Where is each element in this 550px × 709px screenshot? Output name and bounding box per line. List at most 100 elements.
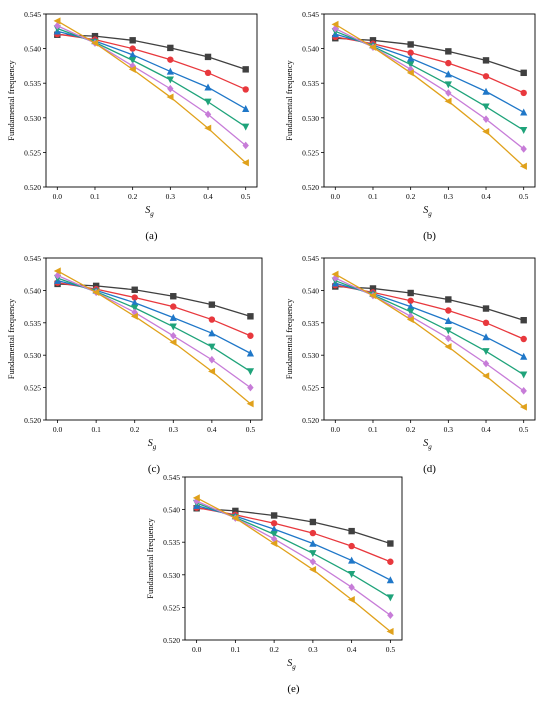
x-axis-label: Sg bbox=[148, 438, 157, 451]
data-point bbox=[169, 323, 177, 331]
y-tick-label: 0.530 bbox=[24, 114, 41, 123]
x-axis-label: Sg bbox=[423, 438, 432, 451]
x-axis-label-subscript: g bbox=[153, 443, 157, 451]
data-point bbox=[166, 67, 174, 75]
x-tick-label: 0.0 bbox=[331, 425, 341, 434]
data-point bbox=[167, 44, 174, 52]
x-tick-label: 0.0 bbox=[331, 192, 341, 201]
data-point bbox=[520, 352, 528, 360]
x-axis-label: Sg bbox=[287, 658, 296, 671]
data-point bbox=[348, 542, 355, 550]
data-point bbox=[204, 98, 212, 106]
y-tick-label: 0.525 bbox=[302, 148, 319, 157]
x-axis-label-main: S bbox=[287, 658, 292, 669]
data-point bbox=[520, 387, 527, 395]
data-point bbox=[445, 296, 452, 303]
x-tick-label: 0.5 bbox=[246, 425, 256, 434]
x-axis-label-subscript: g bbox=[292, 663, 296, 671]
data-point bbox=[242, 86, 249, 93]
plot-frame bbox=[45, 13, 258, 188]
y-tick-label: 0.535 bbox=[24, 79, 41, 88]
x-tick-label: 0.1 bbox=[231, 645, 241, 654]
data-point bbox=[520, 371, 528, 379]
series-line bbox=[57, 281, 251, 337]
data-point bbox=[444, 81, 452, 89]
data-point bbox=[407, 61, 415, 69]
data-point bbox=[193, 497, 200, 505]
y-tick-label: 0.525 bbox=[302, 384, 319, 393]
series-line bbox=[335, 282, 524, 358]
y-tick-label: 0.540 bbox=[163, 506, 180, 515]
data-point bbox=[208, 316, 216, 323]
series-6 bbox=[53, 17, 249, 167]
data-point bbox=[270, 525, 278, 533]
data-point bbox=[270, 531, 278, 539]
data-point bbox=[208, 367, 216, 375]
x-tick-label: 0.3 bbox=[308, 645, 318, 654]
panel-a: 0.520 0.525 0.530 0.535 0.540 0.545 0.0 0.1 0.2 0… bbox=[6, 10, 258, 242]
y-axis-label: Fundamental frequency bbox=[145, 518, 155, 599]
y-axis-label: Fundamental frequency bbox=[284, 298, 294, 379]
x-tick-label: 0.0 bbox=[53, 425, 63, 434]
data-point bbox=[369, 37, 377, 44]
data-point bbox=[208, 301, 216, 308]
x-tick-label: 0.5 bbox=[519, 192, 529, 201]
data-point bbox=[520, 108, 528, 116]
data-point bbox=[406, 315, 414, 324]
data-point bbox=[332, 274, 339, 282]
series-line bbox=[56, 20, 247, 164]
y-tick-label: 0.530 bbox=[302, 351, 319, 360]
panel-label: (b) bbox=[423, 230, 436, 242]
data-point bbox=[482, 333, 490, 341]
panel-label: (e) bbox=[287, 683, 300, 695]
data-point bbox=[348, 570, 356, 578]
data-point bbox=[482, 87, 490, 95]
data-point bbox=[192, 494, 200, 502]
data-point bbox=[331, 270, 339, 278]
series-6 bbox=[192, 494, 394, 636]
data-point bbox=[204, 124, 212, 132]
data-point bbox=[53, 17, 61, 25]
y-tick-label: 0.545 bbox=[302, 10, 319, 19]
series-line bbox=[57, 34, 246, 70]
y-tick-label: 0.540 bbox=[24, 45, 41, 54]
x-axis-label-main: S bbox=[148, 438, 153, 449]
data-point bbox=[167, 56, 174, 63]
data-point bbox=[369, 291, 377, 300]
data-point bbox=[131, 294, 138, 301]
data-point bbox=[92, 282, 100, 290]
data-point bbox=[407, 297, 414, 304]
x-tick-label: 0.1 bbox=[90, 192, 100, 201]
data-point bbox=[309, 550, 317, 558]
data-point bbox=[387, 558, 394, 565]
data-point bbox=[520, 69, 527, 77]
series-line bbox=[57, 33, 246, 91]
plot-frame bbox=[184, 476, 403, 641]
data-point bbox=[407, 49, 414, 56]
y-tick-label: 0.540 bbox=[302, 45, 319, 54]
data-point bbox=[407, 289, 414, 297]
data-point bbox=[246, 349, 255, 357]
series-line bbox=[57, 274, 251, 389]
data-point bbox=[482, 128, 490, 136]
y-tick-label: 0.525 bbox=[24, 148, 41, 157]
y-tick-label: 0.540 bbox=[24, 286, 41, 295]
panel-label: (a) bbox=[145, 230, 158, 242]
x-tick-label: 0.4 bbox=[481, 192, 491, 201]
y-tick-label: 0.545 bbox=[24, 10, 41, 19]
data-point bbox=[91, 32, 99, 40]
data-point bbox=[170, 303, 177, 310]
data-point bbox=[208, 329, 216, 337]
data-point bbox=[131, 304, 139, 312]
data-point bbox=[520, 89, 527, 97]
data-point bbox=[247, 383, 254, 392]
data-point bbox=[309, 518, 317, 526]
x-tick-label: 0.4 bbox=[481, 425, 491, 434]
x-axis-label-main: S bbox=[423, 205, 428, 216]
x-tick-label: 0.4 bbox=[347, 645, 357, 654]
y-axis-label: Fundamental frequency bbox=[6, 60, 16, 141]
y-tick-label: 0.535 bbox=[163, 538, 180, 547]
y-tick-label: 0.535 bbox=[302, 79, 319, 88]
y-tick-label: 0.520 bbox=[24, 416, 41, 425]
